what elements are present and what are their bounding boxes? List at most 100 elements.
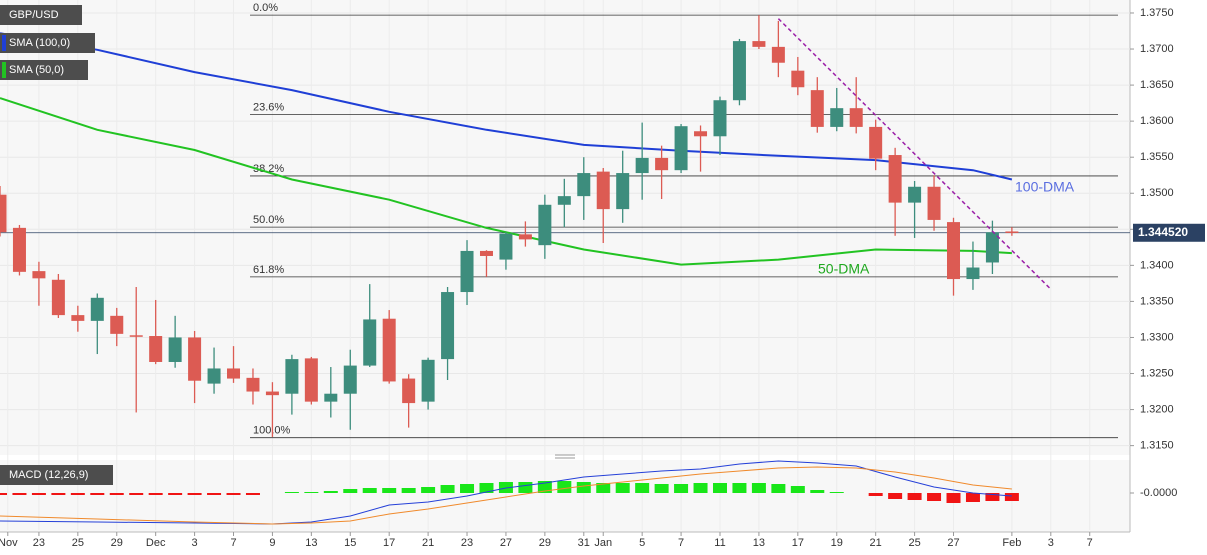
x-tick-label: 31 <box>578 537 590 549</box>
candle-body <box>12 227 26 272</box>
macd-bar <box>70 493 85 495</box>
candle-body <box>869 126 883 159</box>
x-tick-label: 11 <box>714 537 725 549</box>
current-price-box <box>1133 223 1205 242</box>
fib-label: 0.0% <box>253 2 278 14</box>
candle-body <box>616 173 630 210</box>
x-tick-label: 7 <box>678 537 684 549</box>
macd-bar <box>12 493 27 495</box>
candle-body <box>810 90 824 127</box>
x-tick-label: 3 <box>1048 537 1054 549</box>
macd-bar <box>810 490 825 493</box>
x-tick-label: 17 <box>383 537 395 549</box>
candle-body <box>421 359 435 402</box>
x-tick-label: 29 <box>539 537 551 549</box>
candle-body <box>441 292 455 360</box>
x-tick-label: 17 <box>792 537 804 549</box>
x-tick-label: 23 <box>461 537 473 549</box>
y-tick-label: -0.0000 <box>1140 487 1177 499</box>
candle-body <box>304 358 318 402</box>
macd-bar <box>576 482 591 493</box>
y-tick-label: 1.3750 <box>1140 7 1174 19</box>
candle-body <box>402 378 416 404</box>
macd-bar <box>226 493 241 495</box>
candle-body <box>110 315 124 334</box>
candle-body <box>227 368 241 379</box>
y-tick-label: 1.3350 <box>1140 295 1174 307</box>
macd-bar <box>168 493 183 495</box>
legend-label: GBP/USD <box>9 9 59 21</box>
fib-label: 38.2% <box>253 163 284 175</box>
x-tick-label: 27 <box>500 537 512 549</box>
y-tick-label: 1.3650 <box>1140 79 1174 91</box>
candle-body <box>324 393 338 402</box>
macd-bar <box>31 493 46 495</box>
macd-bar <box>596 483 611 493</box>
legend-box <box>0 33 95 53</box>
macd-bar <box>693 483 708 493</box>
legend-box <box>0 60 88 80</box>
macd-bar <box>187 493 202 495</box>
candle-body <box>51 279 65 316</box>
candle-body <box>985 232 999 263</box>
fib-label: 50.0% <box>253 214 284 226</box>
macd-bar <box>888 493 903 499</box>
candle-body <box>32 271 46 279</box>
x-tick-label: Jan <box>594 537 612 549</box>
x-tick-label: 9 <box>269 537 275 549</box>
macd-bar <box>460 484 475 493</box>
macd-bar <box>109 493 124 495</box>
macd-bar <box>440 485 455 493</box>
x-tick-label: 13 <box>753 537 765 549</box>
candle-body <box>596 171 610 210</box>
legend-label: SMA (50,0) <box>9 64 64 76</box>
macd-bar <box>401 488 416 493</box>
x-tick-label: 21 <box>870 537 882 549</box>
dma-annotation: 50-DMA <box>818 261 870 277</box>
macd-bar <box>635 483 650 493</box>
candle-body <box>188 337 202 381</box>
macd-bar <box>965 493 980 502</box>
fib-label: 61.8% <box>253 264 284 276</box>
candle-body <box>830 108 844 127</box>
sma-line <box>0 97 1012 266</box>
candle-body <box>343 365 357 394</box>
candle-body <box>732 41 746 101</box>
candle-body <box>129 335 143 337</box>
candle-body <box>0 194 7 233</box>
candle-body <box>265 391 279 396</box>
candle-body <box>285 359 299 394</box>
macd-bar <box>148 493 163 495</box>
macd-bar <box>907 493 922 500</box>
candle-body <box>557 196 571 205</box>
macd-bar <box>537 481 552 493</box>
current-price-label: 1.344520 <box>1138 225 1188 239</box>
macd-bar <box>343 489 358 493</box>
x-tick-label: 23 <box>33 537 45 549</box>
y-tick-label: 1.3400 <box>1140 259 1174 271</box>
macd-bar <box>129 493 144 495</box>
candle-body <box>888 155 902 203</box>
candle-body <box>71 315 85 321</box>
macd-bar <box>207 493 222 495</box>
candle-body <box>655 157 669 171</box>
x-tick-label: 7 <box>230 537 236 549</box>
x-tick-label: 21 <box>422 537 434 549</box>
macd-bar <box>421 487 436 493</box>
candle-body <box>518 234 532 240</box>
macd-bar <box>790 486 805 493</box>
x-tick-label: Nov <box>0 537 18 549</box>
x-tick-label: 15 <box>344 537 356 549</box>
legend-label: SMA (100,0) <box>9 37 70 49</box>
macd-bar <box>245 493 260 495</box>
x-tick-label: 5 <box>639 537 645 549</box>
macd-bar <box>985 493 1000 501</box>
y-tick-label: 1.3500 <box>1140 187 1174 199</box>
x-tick-label: 7 <box>1087 537 1093 549</box>
legend-box <box>0 5 82 25</box>
candle-body <box>168 337 182 362</box>
macd-bar <box>751 483 766 493</box>
candle-body <box>1005 231 1019 233</box>
